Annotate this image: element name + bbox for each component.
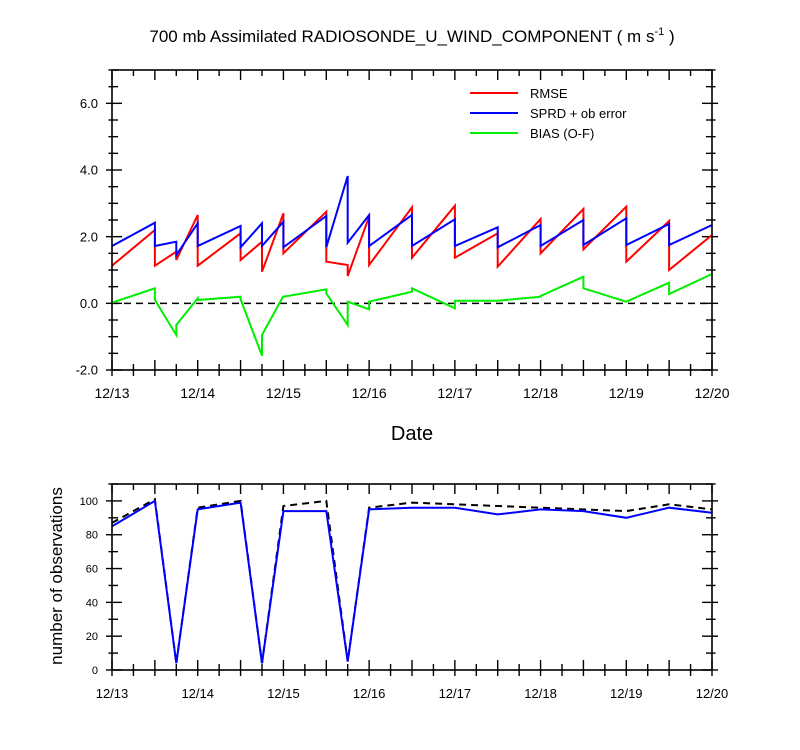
bot-y-tick-label-0: 0 xyxy=(92,665,98,677)
bot-x-tick-label-12-18: 12/18 xyxy=(524,686,557,701)
bot-y-tick-label-20: 20 xyxy=(86,631,98,643)
top-x-tick-label-12-15: 12/15 xyxy=(266,385,301,401)
top-plot-frame xyxy=(111,69,713,371)
bottom-y-tick-labels: 0 20 40 60 80 100 xyxy=(80,496,98,677)
bot-y-tick-label-80: 80 xyxy=(86,530,98,542)
bottom-plot-frame xyxy=(111,483,713,671)
bot-y-tick-label-40: 40 xyxy=(86,597,98,609)
top-x-tick-label-12-20: 12/20 xyxy=(694,385,729,401)
x-axis-label: Date xyxy=(391,423,433,445)
top-y-tick-labels: -2.0 0.0 2.0 4.0 6.0 xyxy=(76,96,98,378)
bot-series-line-used xyxy=(111,499,713,664)
bot-x-tick-label-12-17: 12/17 xyxy=(439,686,472,701)
bot-x-tick-label-12-15: 12/15 xyxy=(267,686,300,701)
bot-x-tick-label-12-13: 12/13 xyxy=(96,686,129,701)
bot-y-tick-label-60: 60 xyxy=(86,564,98,576)
chart-title-exponent: -1 xyxy=(654,26,664,38)
bot-series-line-possible xyxy=(111,497,713,664)
bottom-series-group xyxy=(111,497,713,664)
top-x-tick-label-12-16: 12/16 xyxy=(352,385,387,401)
bot-x-tick-label-12-19: 12/19 xyxy=(610,686,643,701)
top-x-tick-label-12-18: 12/18 xyxy=(523,385,558,401)
y-axis-label-observations: number of observations xyxy=(47,487,66,665)
top-x-tick-label-12-13: 12/13 xyxy=(94,385,129,401)
legend-label-sprd-ob-error: SPRD + ob error xyxy=(530,106,627,121)
top-series-line-sprd-ob-error xyxy=(111,175,713,259)
top-y-tick-label-4-0: 4.0 xyxy=(80,163,98,178)
top-y-tick-label-2-0: 2.0 xyxy=(80,229,98,244)
legend: RMSE SPRD + ob error BIAS (O-F) xyxy=(470,86,627,141)
bottom-x-tick-labels: 12/13 12/14 12/15 12/16 12/17 12/18 12/19 12/20 xyxy=(96,686,729,701)
top-x-tick-labels: 12/13 12/14 12/15 12/16 12/17 12/18 12/19 12/20 xyxy=(94,385,729,401)
bot-x-tick-label-12-16: 12/16 xyxy=(353,686,386,701)
bot-x-tick-label-12-14: 12/14 xyxy=(181,686,214,701)
chart-title: 700 mb Assimilated RADIOSONDE_U_WIND_COM… xyxy=(149,26,674,46)
chart-title-close: ) xyxy=(664,27,674,46)
top-plot-panel: -2.00.02.04.06.0 12/13 12/14 12/15 12/16 12/… xyxy=(76,69,730,401)
top-y-tick-label-6-0: 6.0 xyxy=(80,96,98,111)
legend-label-bias-o-f: BIAS (O-F) xyxy=(530,126,594,141)
bot-x-tick-label-12-20: 12/20 xyxy=(696,686,729,701)
top-y-tick-label-0-0: 0.0 xyxy=(80,296,98,311)
top-y-tick-label-2-0: -2.0 xyxy=(76,363,98,378)
top-series-line-bias-o-f xyxy=(111,273,713,357)
top-x-tick-label-12-17: 12/17 xyxy=(437,385,472,401)
top-series-group xyxy=(111,175,713,357)
top-x-tick-label-12-19: 12/19 xyxy=(609,385,644,401)
bot-y-tick-label-100: 100 xyxy=(80,496,98,508)
legend-label-rmse: RMSE xyxy=(530,86,568,101)
chart-title-main: 700 mb Assimilated RADIOSONDE_U_WIND_COM… xyxy=(149,27,654,46)
top-x-tick-label-12-14: 12/14 xyxy=(180,385,215,401)
